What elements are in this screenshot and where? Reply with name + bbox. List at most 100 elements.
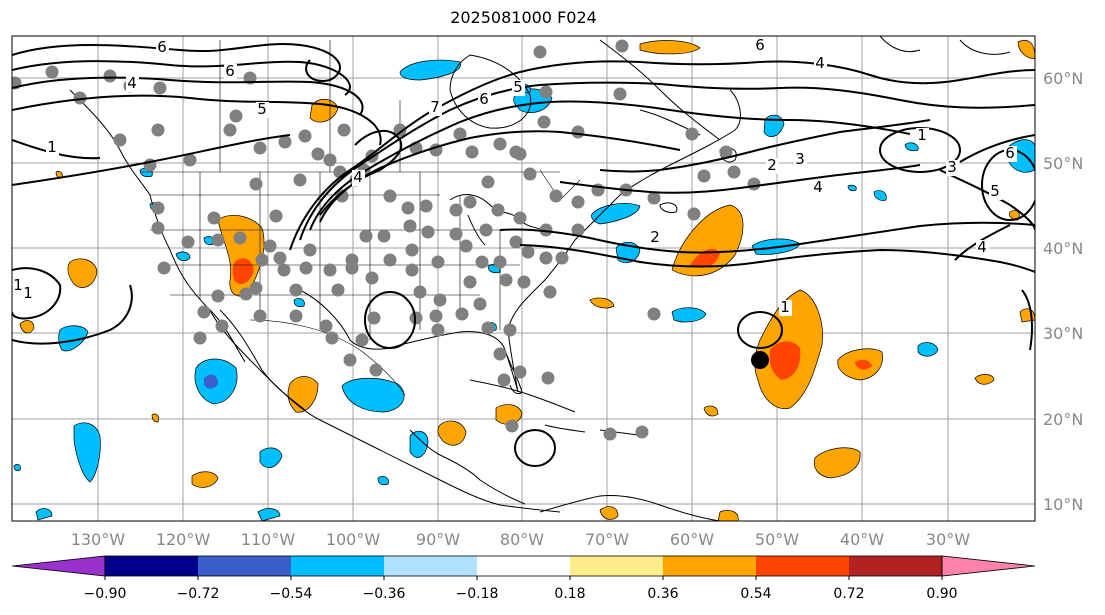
station-dot — [153, 81, 167, 95]
station-dot — [255, 253, 269, 267]
contour-label: 6 — [479, 90, 489, 108]
contour-label-bg — [814, 56, 827, 72]
station-dot — [253, 141, 267, 155]
station-dot — [727, 165, 741, 179]
station-dot — [249, 177, 263, 191]
station-dot — [401, 201, 415, 215]
colorbar-tick-label: 0.18 — [554, 586, 585, 602]
station-dot — [479, 223, 493, 237]
station-dot — [539, 223, 553, 237]
station-dot — [289, 309, 303, 323]
colorbar-frame — [104, 555, 943, 577]
colorbar-tick-label: 0.72 — [833, 586, 864, 602]
station-dot — [73, 91, 87, 105]
station-dot — [499, 273, 513, 287]
station-dot — [481, 321, 495, 335]
station-dot — [455, 307, 469, 321]
station-dot — [463, 195, 477, 209]
station-dot — [335, 189, 349, 203]
station-dot — [229, 109, 243, 123]
station-dot — [113, 133, 127, 147]
colorbar-segment — [849, 556, 942, 576]
station-dot — [157, 261, 171, 275]
station-dot — [517, 275, 531, 289]
station-dot — [355, 333, 369, 347]
station-dot — [475, 255, 489, 269]
station-dot — [211, 289, 225, 303]
contour-label-bg — [224, 64, 237, 80]
station-dot — [685, 127, 699, 141]
station-dot — [298, 129, 312, 143]
station-dot — [463, 275, 477, 289]
station-dot — [493, 255, 507, 269]
contour-label: 4 — [813, 178, 823, 196]
station-dot — [687, 207, 701, 221]
station-dot — [293, 173, 307, 187]
lon-label: 30°W — [926, 530, 970, 549]
contour-label: 3 — [795, 150, 805, 168]
station-dot — [513, 147, 527, 161]
lon-label: 80°W — [500, 530, 544, 549]
station-dot — [539, 251, 553, 265]
station-dot — [289, 283, 303, 297]
station-dot — [311, 147, 325, 161]
station-dot — [419, 199, 433, 213]
colorbar-segment — [384, 556, 477, 576]
contour-label-bg — [794, 152, 807, 168]
station-dot — [433, 293, 447, 307]
station-dot — [473, 297, 487, 311]
contour-label-bg — [779, 300, 792, 316]
station-dot — [555, 251, 569, 265]
colorbar-tick-label: −0.36 — [363, 586, 406, 602]
contour-label-bg — [1004, 146, 1017, 162]
contour-label-bg — [916, 128, 929, 144]
colorbar-segment — [291, 556, 384, 576]
contour-label-bg — [478, 92, 491, 108]
colorbar-segment — [105, 556, 198, 576]
contour-label: 4 — [127, 74, 137, 92]
station-dot — [233, 231, 247, 245]
station-dot — [513, 211, 527, 225]
station-dot — [509, 235, 523, 249]
contour-label-bg — [766, 158, 779, 174]
contour-label-bg — [126, 76, 139, 92]
contour-label: 4 — [977, 238, 987, 256]
colorbar-tick-label: −0.54 — [270, 586, 313, 602]
station-dot — [747, 177, 761, 191]
station-dot — [45, 65, 59, 79]
station-dot — [493, 137, 507, 151]
station-dot — [331, 283, 345, 297]
station-dot — [253, 309, 267, 323]
contour-label: 6 — [157, 38, 167, 56]
station-dot — [421, 225, 435, 239]
contour-label-bg — [22, 286, 35, 302]
station-dot — [369, 363, 383, 377]
station-dot — [533, 45, 547, 59]
colorbar: −0.90 −0.72 −0.54 −0.36 −0.18 0.18 0.36 0.54 0.7… — [11, 555, 1036, 602]
contour-label-bg — [429, 100, 442, 116]
station-dot — [539, 85, 553, 99]
contour-label: 5 — [257, 100, 267, 118]
station-dot — [543, 285, 557, 299]
contour-lines — [12, 42, 1035, 467]
station-dot — [541, 371, 555, 385]
station-dot — [151, 123, 165, 137]
longitude-labels: 130°W 120°W 110°W 100°W 90°W 80°W 70°W 60°W 50°W… — [71, 530, 970, 549]
contour-label-bg — [976, 240, 989, 256]
lat-label: 20°N — [1043, 410, 1083, 429]
storm-center-marker — [751, 351, 769, 369]
station-dot — [459, 239, 473, 253]
station-dot — [431, 255, 445, 269]
station-dot — [383, 189, 397, 203]
colorbar-segment — [570, 556, 663, 576]
station-dot — [269, 209, 283, 223]
contour-label: 2 — [650, 228, 660, 246]
station-dot — [465, 145, 479, 159]
station-dot — [345, 253, 359, 267]
station-dot — [405, 263, 419, 277]
station-dot — [197, 305, 211, 319]
station-dot — [537, 115, 551, 129]
contour-label-bg — [12, 278, 25, 294]
station-dot — [571, 195, 585, 209]
contour-label: 4 — [815, 54, 825, 72]
